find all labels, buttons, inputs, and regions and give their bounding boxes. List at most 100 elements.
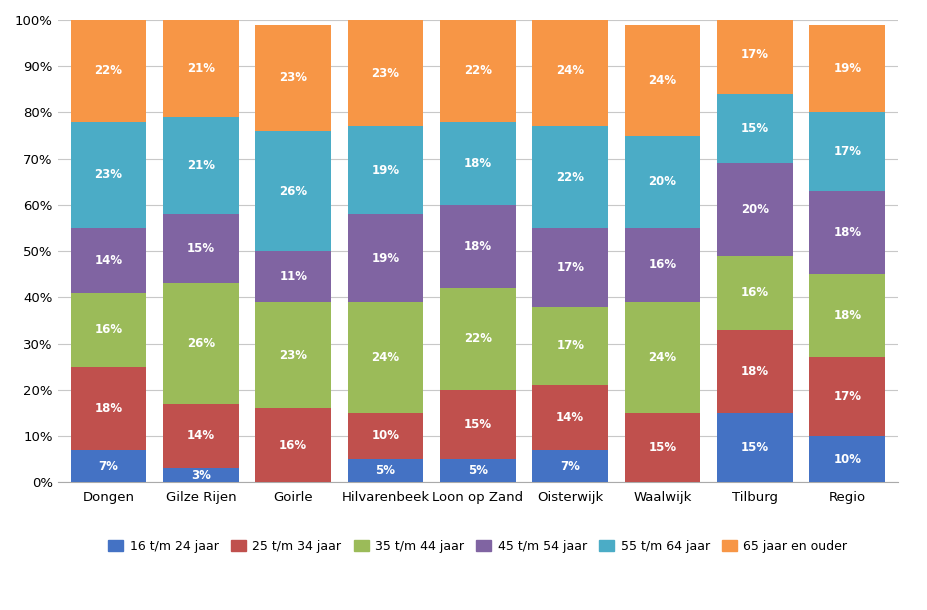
Text: 7%: 7%: [98, 459, 119, 473]
Text: 22%: 22%: [464, 64, 491, 77]
Text: 24%: 24%: [555, 64, 584, 77]
Text: 18%: 18%: [832, 309, 860, 322]
Text: 20%: 20%: [740, 203, 768, 216]
Text: 21%: 21%: [186, 62, 215, 75]
Bar: [808, 274, 884, 357]
Text: 17%: 17%: [832, 390, 860, 403]
Text: 23%: 23%: [371, 66, 400, 80]
Bar: [717, 329, 792, 413]
Text: 21%: 21%: [186, 159, 215, 172]
Bar: [163, 284, 238, 404]
Bar: [255, 131, 331, 251]
Bar: [624, 228, 700, 302]
Bar: [717, 256, 792, 329]
Bar: [808, 191, 884, 274]
Bar: [348, 20, 423, 126]
Bar: [70, 228, 146, 293]
Text: 24%: 24%: [648, 74, 676, 87]
Bar: [348, 459, 423, 482]
Bar: [163, 117, 238, 214]
Bar: [255, 24, 331, 131]
Bar: [808, 436, 884, 482]
Text: 19%: 19%: [832, 62, 860, 75]
Bar: [717, 413, 792, 482]
Bar: [624, 302, 700, 413]
Text: 15%: 15%: [740, 122, 768, 135]
Text: 16%: 16%: [95, 323, 122, 336]
Bar: [348, 302, 423, 413]
Text: 5%: 5%: [375, 464, 395, 477]
Text: 14%: 14%: [95, 254, 122, 267]
Bar: [717, 163, 792, 256]
Bar: [70, 121, 146, 228]
Bar: [163, 20, 238, 117]
Bar: [163, 214, 238, 284]
Bar: [808, 24, 884, 112]
Bar: [439, 121, 515, 205]
Text: 17%: 17%: [555, 339, 584, 353]
Bar: [348, 126, 423, 214]
Text: 5%: 5%: [467, 464, 488, 477]
Text: 10%: 10%: [832, 453, 860, 465]
Bar: [532, 450, 607, 482]
Text: 7%: 7%: [560, 459, 579, 473]
Bar: [532, 385, 607, 450]
Text: 15%: 15%: [186, 242, 215, 255]
Bar: [717, 15, 792, 94]
Text: 23%: 23%: [95, 168, 122, 181]
Bar: [163, 468, 238, 482]
Text: 15%: 15%: [740, 441, 768, 454]
Bar: [717, 94, 792, 163]
Bar: [532, 228, 607, 307]
Text: 22%: 22%: [95, 64, 122, 77]
Bar: [624, 413, 700, 482]
Text: 22%: 22%: [464, 332, 491, 345]
Text: 18%: 18%: [740, 365, 768, 378]
Bar: [439, 205, 515, 288]
Text: 15%: 15%: [464, 418, 491, 431]
Bar: [70, 293, 146, 367]
Text: 18%: 18%: [832, 226, 860, 239]
Text: 20%: 20%: [648, 175, 676, 188]
Text: 16%: 16%: [279, 439, 307, 452]
Bar: [808, 357, 884, 436]
Bar: [255, 408, 331, 482]
Text: 24%: 24%: [648, 351, 676, 364]
Text: 3%: 3%: [191, 468, 210, 482]
Text: 18%: 18%: [464, 157, 491, 170]
Bar: [70, 20, 146, 121]
Bar: [70, 367, 146, 450]
Text: 16%: 16%: [648, 259, 676, 271]
Text: 23%: 23%: [279, 348, 307, 362]
Text: 14%: 14%: [186, 429, 215, 442]
Bar: [255, 251, 331, 302]
Text: 26%: 26%: [279, 184, 307, 198]
Text: 17%: 17%: [832, 145, 860, 158]
Text: 17%: 17%: [740, 48, 768, 61]
Bar: [348, 214, 423, 302]
Legend: 16 t/m 24 jaar, 25 t/m 34 jaar, 35 t/m 44 jaar, 45 t/m 54 jaar, 55 t/m 64 jaar, : 16 t/m 24 jaar, 25 t/m 34 jaar, 35 t/m 4…: [103, 534, 852, 558]
Text: 16%: 16%: [740, 286, 768, 299]
Bar: [255, 302, 331, 408]
Text: 24%: 24%: [371, 351, 400, 364]
Text: 15%: 15%: [648, 441, 676, 454]
Text: 11%: 11%: [279, 270, 307, 283]
Bar: [163, 404, 238, 468]
Text: 19%: 19%: [371, 163, 400, 177]
Bar: [70, 450, 146, 482]
Text: 23%: 23%: [279, 71, 307, 84]
Bar: [808, 112, 884, 191]
Text: 18%: 18%: [464, 240, 491, 253]
Bar: [439, 390, 515, 459]
Bar: [624, 24, 700, 135]
Bar: [532, 126, 607, 228]
Bar: [532, 15, 607, 126]
Text: 26%: 26%: [186, 337, 215, 350]
Bar: [439, 459, 515, 482]
Text: 18%: 18%: [95, 402, 122, 415]
Text: 17%: 17%: [555, 260, 584, 274]
Bar: [439, 20, 515, 121]
Bar: [532, 307, 607, 385]
Text: 19%: 19%: [371, 251, 400, 265]
Text: 22%: 22%: [555, 171, 584, 184]
